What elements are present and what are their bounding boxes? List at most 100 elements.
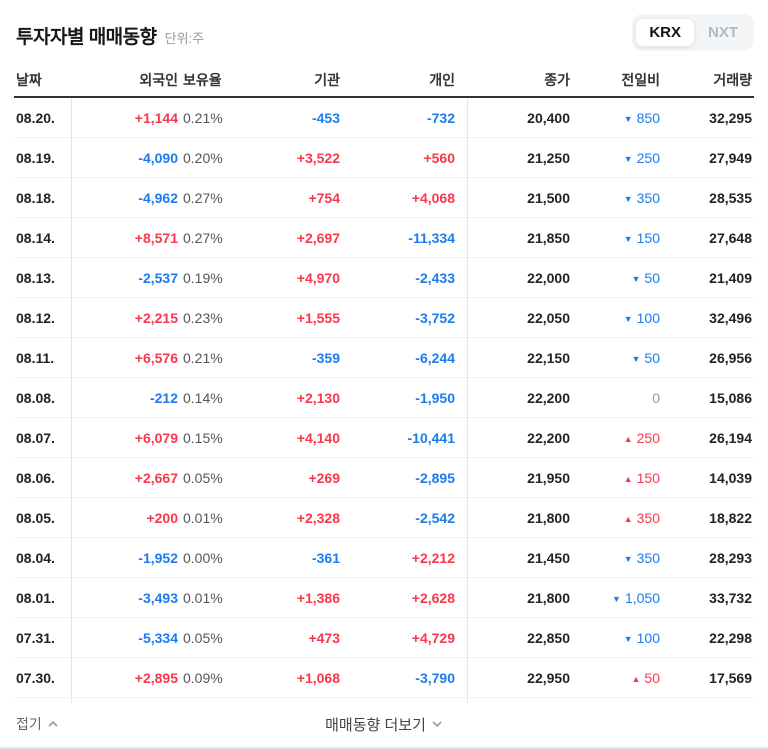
tab-nxt[interactable]: NXT — [695, 19, 751, 46]
change-cell: ▼ 250 — [570, 150, 660, 166]
change-triangle-icon: ▼ — [623, 113, 633, 124]
change-value: 850 — [636, 109, 660, 126]
individual-net-cell: +4,068 — [411, 189, 455, 206]
change-value: 100 — [636, 629, 660, 646]
individual-net-cell: -11,334 — [408, 229, 455, 246]
foreign-net-cell: +200 — [146, 509, 178, 526]
change-triangle-icon: ▼ — [631, 353, 641, 364]
table-row: 08.04. -1,952 0.00% -361 +2,212 21,450 ▼… — [14, 538, 754, 578]
unit-label: 단위:주 — [164, 31, 205, 46]
holding-ratio-cell: 0.19% — [183, 269, 223, 286]
close-price-cell: 21,250 — [527, 149, 570, 166]
change-triangle-icon: ▼ — [623, 633, 633, 644]
close-price-cell: 21,800 — [527, 589, 570, 606]
institution-net-cell: +473 — [308, 629, 340, 646]
change-value: 150 — [636, 229, 660, 246]
change-value: 250 — [636, 429, 660, 446]
individual-net-cell: +560 — [423, 149, 455, 166]
volume-cell: 28,293 — [709, 549, 752, 566]
chevron-up-icon — [48, 720, 58, 727]
table-row: 08.12. +2,215 0.23% +1,555 -3,752 22,050… — [14, 298, 754, 338]
change-triangle-icon: ▼ — [623, 313, 633, 324]
change-cell: ▲ 50 — [570, 669, 661, 686]
holding-ratio-cell: 0.15% — [183, 429, 223, 446]
change-triangle-icon: ▼ — [623, 193, 633, 204]
col-header-date: 날짜 — [16, 72, 42, 88]
institution-net-cell: +1,555 — [296, 309, 340, 326]
institution-net-cell: +269 — [308, 469, 340, 486]
close-price-cell: 21,950 — [527, 469, 570, 486]
date-cell: 08.06. — [16, 469, 55, 486]
change-value: 350 — [636, 509, 660, 526]
close-price-cell: 22,150 — [527, 349, 570, 366]
more-trading-trends-button[interactable]: 매매동향 더보기 — [325, 714, 443, 735]
date-cell: 08.14. — [16, 229, 55, 246]
close-price-cell: 20,400 — [527, 109, 570, 126]
individual-net-cell: -6,244 — [415, 349, 455, 366]
tab-krx[interactable]: KRX — [635, 18, 695, 47]
date-cell: 08.13. — [16, 269, 55, 286]
close-price-cell: 22,950 — [527, 669, 570, 686]
close-price-cell: 22,200 — [527, 389, 570, 406]
close-price-cell: 21,800 — [527, 509, 570, 526]
change-triangle-icon: ▼ — [631, 273, 641, 284]
holding-ratio-cell: 0.09% — [183, 669, 223, 686]
holding-ratio-cell: 0.21% — [183, 109, 223, 126]
col-header-holdratio: 보유율 — [183, 72, 222, 88]
change-cell: ▼ 350 — [570, 190, 660, 206]
table-row: 08.05. +200 0.01% +2,328 -2,542 21,800 ▲… — [14, 498, 754, 538]
col-header-institution: 기관 — [314, 72, 340, 88]
table-header: 날짜 외국인 보유율 기관 개인 종가 전일비 거래량 — [14, 64, 754, 98]
table-row: 08.06. +2,667 0.05% +269 -2,895 21,950 ▲… — [14, 458, 754, 498]
volume-cell: 32,295 — [709, 109, 752, 126]
foreign-net-cell: -1,952 — [138, 549, 178, 566]
foreign-net-cell: +6,576 — [134, 349, 178, 366]
change-cell: ▲ 150 — [570, 470, 660, 486]
col-header-volume: 거래량 — [713, 72, 752, 88]
collapse-button[interactable]: 접기 — [14, 714, 59, 734]
individual-net-cell: -2,433 — [415, 269, 455, 286]
individual-net-cell: -3,752 — [415, 309, 455, 326]
volume-cell: 27,949 — [709, 149, 752, 166]
change-cell: ▼ 350 — [570, 550, 660, 566]
change-cell: ▲ 350 — [570, 510, 660, 526]
institution-net-cell: -359 — [311, 349, 340, 366]
table-row: 08.11. +6,576 0.21% -359 -6,244 22,150 ▼… — [14, 338, 754, 378]
foreign-net-cell: -4,962 — [138, 189, 178, 206]
volume-cell: 32,496 — [709, 309, 752, 326]
close-price-cell: 22,050 — [527, 309, 570, 326]
holding-ratio-cell: 0.05% — [183, 469, 223, 486]
change-cell: ▼ 1,050 — [570, 590, 660, 606]
foreign-net-cell: -5,334 — [138, 629, 178, 646]
institution-net-cell: +1,386 — [296, 589, 340, 606]
volume-cell: 27,648 — [709, 229, 752, 246]
trading-table: 날짜 외국인 보유율 기관 개인 종가 전일비 거래량 08.20. +1,14… — [14, 64, 754, 703]
change-triangle-icon: ▲ — [623, 513, 633, 524]
close-price-cell: 22,200 — [527, 429, 570, 446]
institution-net-cell: -453 — [311, 109, 340, 126]
institution-net-cell: +2,697 — [296, 229, 340, 246]
change-triangle-icon: ▲ — [623, 433, 633, 444]
date-cell: 08.01. — [16, 589, 55, 606]
vertical-divider — [467, 98, 468, 703]
individual-net-cell: -2,895 — [415, 469, 455, 486]
holding-ratio-cell: 0.20% — [183, 149, 223, 166]
change-value: 50 — [644, 669, 660, 686]
change-cell: ▼ 50 — [570, 350, 661, 366]
change-triangle-icon: ▼ — [623, 233, 633, 244]
individual-net-cell: -10,441 — [407, 429, 455, 446]
volume-cell: 22,298 — [709, 629, 752, 646]
table-row: 08.19. -4,090 0.20% +3,522 +560 21,250 ▼… — [14, 138, 754, 178]
foreign-net-cell: -4,090 — [138, 149, 178, 166]
change-value: 0 — [652, 389, 660, 406]
individual-net-cell: -3,790 — [415, 669, 455, 686]
date-cell: 08.18. — [16, 189, 55, 206]
date-cell: 08.12. — [16, 309, 55, 326]
change-cell: ▼ 850 — [570, 110, 660, 126]
institution-net-cell: +754 — [308, 189, 340, 206]
table-row: 08.07. +6,079 0.15% +4,140 -10,441 22,20… — [14, 418, 754, 458]
date-cell: 07.31. — [16, 629, 55, 646]
change-triangle-icon: ▼ — [612, 593, 621, 604]
market-toggle: KRX NXT — [632, 14, 754, 51]
change-value: 1,050 — [624, 589, 660, 606]
